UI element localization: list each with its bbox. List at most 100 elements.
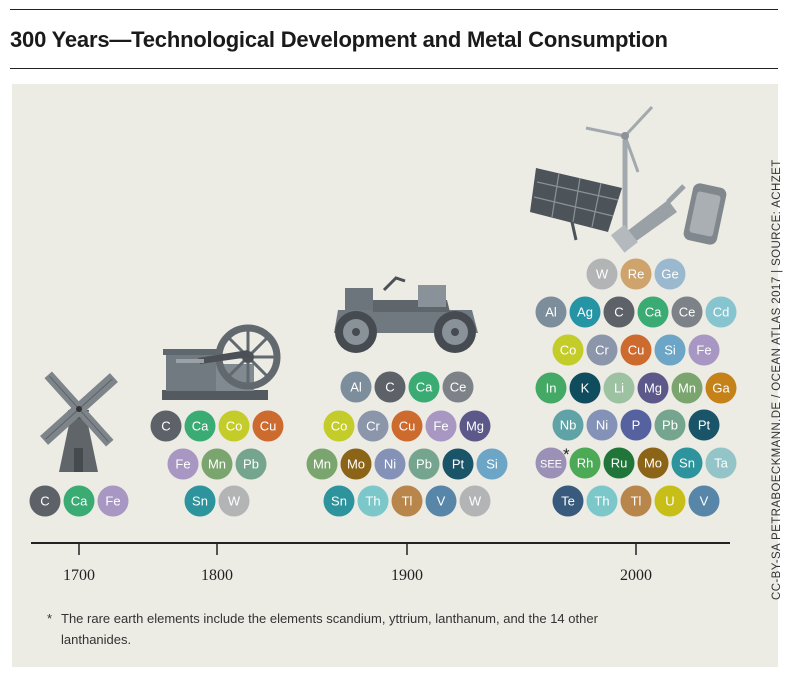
element-bubble-2000-al bbox=[535, 296, 567, 328]
element-bubble-1900-th bbox=[357, 485, 389, 517]
element-label-1900-v: V bbox=[437, 494, 446, 509]
element-label-2000-ca: Ca bbox=[645, 305, 662, 320]
element-label-1800-w: W bbox=[228, 494, 241, 509]
element-bubble-2000-ni bbox=[586, 409, 618, 441]
element-bubble-2000-cd bbox=[705, 296, 737, 328]
element-bubble-2000-p bbox=[620, 409, 652, 441]
element-label-1800-ca: Ca bbox=[192, 419, 209, 434]
element-label-2000-ni: Ni bbox=[596, 418, 608, 433]
element-label-1700-ca: Ca bbox=[71, 494, 88, 509]
element-footnote-marker: * bbox=[563, 445, 570, 464]
element-label-2000-th: Th bbox=[594, 494, 609, 509]
element-bubble-1900-cu bbox=[391, 410, 423, 442]
element-label-1800-sn: Sn bbox=[192, 494, 208, 509]
windmill-icon bbox=[40, 371, 118, 472]
element-bubble-1900-sn bbox=[323, 485, 355, 517]
element-bubble-1900-ce bbox=[442, 371, 474, 403]
x-tick-label-1900: 1900 bbox=[391, 567, 423, 584]
element-label-1800-cu: Cu bbox=[260, 419, 277, 434]
element-bubble-1900-al bbox=[340, 371, 372, 403]
element-label-2000-mo: Mo bbox=[644, 456, 662, 471]
element-label-2000-see: SEE bbox=[540, 459, 562, 471]
element-bubble-1900-co bbox=[323, 410, 355, 442]
element-label-1900-pb: Pb bbox=[416, 457, 432, 472]
element-bubble-2000-co bbox=[552, 334, 584, 366]
element-bubble-1800-co bbox=[218, 410, 250, 442]
element-bubble-1900-mn bbox=[306, 448, 338, 480]
element-bubble-1900-ni bbox=[374, 448, 406, 480]
element-label-2000-u: U bbox=[665, 494, 674, 509]
element-bubble-2000-w bbox=[586, 258, 618, 290]
element-label-1800-fe: Fe bbox=[175, 457, 190, 472]
element-label-1900-co: Co bbox=[331, 419, 348, 434]
element-label-2000-cr: Cr bbox=[595, 343, 609, 358]
element-label-2000-cu: Cu bbox=[628, 343, 645, 358]
element-label-2000-ag: Ag bbox=[577, 305, 593, 320]
element-label-1900-c: C bbox=[385, 380, 394, 395]
element-label-2000-mg: Mg bbox=[644, 381, 662, 396]
element-label-1900-th: Th bbox=[365, 494, 380, 509]
footnote-line-2: lanthanides. bbox=[61, 632, 132, 647]
element-label-2000-tl: Tl bbox=[631, 494, 642, 509]
element-bubble-1900-si bbox=[476, 448, 508, 480]
element-bubble-1700-ca bbox=[63, 485, 95, 517]
element-bubble-2000-cu bbox=[620, 334, 652, 366]
element-label-1900-fe: Fe bbox=[433, 419, 448, 434]
element-label-1800-co: Co bbox=[226, 419, 243, 434]
element-bubble-1800-cu bbox=[252, 410, 284, 442]
element-bubble-1700-c bbox=[29, 485, 61, 517]
element-bubble-2000-ca bbox=[637, 296, 669, 328]
element-label-1900-ni: Ni bbox=[384, 457, 396, 472]
element-bubble-2000-si bbox=[654, 334, 686, 366]
element-bubble-2000-ru bbox=[603, 447, 635, 479]
element-label-1900-mn: Mn bbox=[313, 457, 331, 472]
element-label-2000-ta: Ta bbox=[714, 456, 729, 471]
element-bubble-1900-mg bbox=[459, 410, 491, 442]
element-label-2000-te: Te bbox=[561, 494, 575, 509]
element-bubble-2000-pb bbox=[654, 409, 686, 441]
element-label-1800-pb: Pb bbox=[243, 457, 259, 472]
element-label-1900-ca: Ca bbox=[416, 380, 433, 395]
element-label-2000-mn: Mn bbox=[678, 381, 696, 396]
element-label-1800-c: C bbox=[161, 419, 170, 434]
element-bubble-2000-cr bbox=[586, 334, 618, 366]
top-rule bbox=[10, 9, 778, 10]
element-label-2000-ge: Ge bbox=[661, 267, 678, 282]
x-tick-label-1800: 1800 bbox=[201, 567, 233, 584]
element-bubble-2000-mn bbox=[671, 372, 703, 404]
element-label-1700-fe: Fe bbox=[105, 494, 120, 509]
element-bubble-1900-v bbox=[425, 485, 457, 517]
element-bubble-1900-ca bbox=[408, 371, 440, 403]
element-bubble-2000-mg bbox=[637, 372, 669, 404]
steam-engine-icon bbox=[162, 324, 281, 400]
element-bubbles: C Ca Fe C Ca Co Cu Fe Mn Pb Sn W Al C Ca Ce Co Cr Cu Fe Mg Mn… bbox=[29, 258, 737, 517]
element-bubble-1900-mo bbox=[340, 448, 372, 480]
element-label-2000-ce: Ce bbox=[679, 305, 696, 320]
element-label-2000-re: Re bbox=[628, 267, 645, 282]
element-bubble-2000-nb bbox=[552, 409, 584, 441]
vintage-car-icon bbox=[334, 276, 478, 353]
element-bubble-2000-rh bbox=[569, 447, 601, 479]
element-bubble-2000-ce bbox=[671, 296, 703, 328]
element-label-2000-ru: Ru bbox=[611, 456, 628, 471]
element-label-1900-sn: Sn bbox=[331, 494, 347, 509]
element-bubble-2000-c bbox=[603, 296, 635, 328]
element-bubble-2000-ga bbox=[705, 372, 737, 404]
element-bubble-2000-te bbox=[552, 485, 584, 517]
element-label-2000-nb: Nb bbox=[560, 418, 577, 433]
element-label-2000-rh: Rh bbox=[577, 456, 594, 471]
element-label-1900-al: Al bbox=[350, 380, 362, 395]
element-bubble-1800-sn bbox=[184, 485, 216, 517]
element-label-1900-si: Si bbox=[486, 457, 498, 472]
element-bubble-1800-pb bbox=[235, 448, 267, 480]
element-label-2000-w: W bbox=[596, 267, 609, 282]
element-label-1900-tl: Tl bbox=[402, 494, 413, 509]
element-bubble-1800-mn bbox=[201, 448, 233, 480]
x-tick-label-1700: 1700 bbox=[63, 567, 95, 584]
credit-line: CC-BY-SA PETRABOECKMANN.DE / OCEAN ATLAS… bbox=[754, 96, 783, 606]
title-rule bbox=[10, 68, 778, 69]
element-bubble-2000-mo bbox=[637, 447, 669, 479]
element-label-1800-mn: Mn bbox=[208, 457, 226, 472]
element-label-1900-ce: Ce bbox=[450, 380, 467, 395]
